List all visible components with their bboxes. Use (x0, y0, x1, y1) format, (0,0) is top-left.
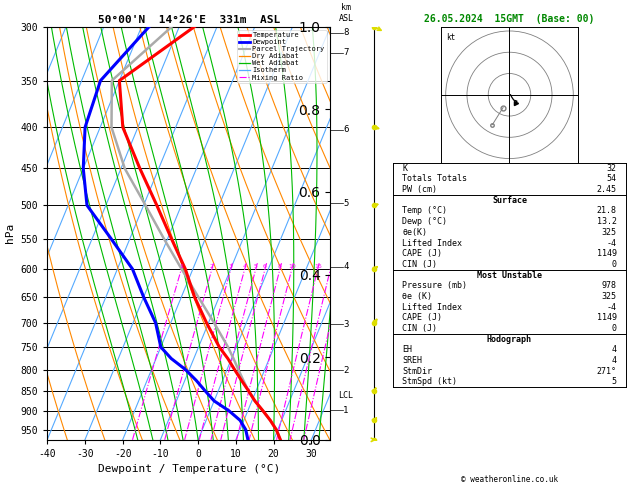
Text: Lifted Index: Lifted Index (403, 239, 462, 247)
Text: 6: 6 (263, 264, 267, 269)
Text: θe(K): θe(K) (403, 228, 428, 237)
Text: 10: 10 (288, 264, 296, 269)
Text: Temp (°C): Temp (°C) (403, 207, 447, 215)
Text: 7: 7 (343, 48, 348, 57)
Text: 325: 325 (601, 292, 616, 301)
Text: 16: 16 (314, 264, 321, 269)
Text: SREH: SREH (403, 356, 423, 365)
Text: 1: 1 (343, 406, 348, 415)
Text: 21.8: 21.8 (596, 207, 616, 215)
Text: θe (K): θe (K) (403, 292, 432, 301)
Text: StmSpd (kt): StmSpd (kt) (403, 378, 457, 386)
Text: 0: 0 (611, 260, 616, 269)
Text: 8: 8 (343, 28, 348, 37)
Text: 54: 54 (606, 174, 616, 183)
Text: 325: 325 (601, 228, 616, 237)
Legend: Temperature, Dewpoint, Parcel Trajectory, Dry Adiabat, Wet Adiabat, Isotherm, Mi: Temperature, Dewpoint, Parcel Trajectory… (237, 30, 326, 83)
Text: CAPE (J): CAPE (J) (403, 313, 442, 322)
Text: 8: 8 (278, 264, 282, 269)
Text: 1149: 1149 (596, 249, 616, 258)
Text: Hodograph: Hodograph (487, 335, 532, 344)
Text: Dewp (°C): Dewp (°C) (403, 217, 447, 226)
Text: 32: 32 (606, 164, 616, 173)
Text: 4: 4 (611, 346, 616, 354)
Text: kt: kt (446, 33, 455, 42)
Text: -4: -4 (606, 303, 616, 312)
Text: 4: 4 (343, 262, 348, 271)
Text: 2: 2 (343, 365, 348, 375)
Text: 978: 978 (601, 281, 616, 290)
Text: 26.05.2024  15GMT  (Base: 00): 26.05.2024 15GMT (Base: 00) (425, 14, 594, 24)
Text: LCL: LCL (338, 391, 353, 400)
Text: © weatheronline.co.uk: © weatheronline.co.uk (461, 474, 558, 484)
Text: EH: EH (403, 346, 413, 354)
Text: Pressure (mb): Pressure (mb) (403, 281, 467, 290)
Text: CAPE (J): CAPE (J) (403, 249, 442, 258)
Text: Surface: Surface (492, 196, 527, 205)
Text: 5: 5 (343, 199, 348, 208)
Text: Most Unstable: Most Unstable (477, 271, 542, 279)
Text: 13.2: 13.2 (596, 217, 616, 226)
Y-axis label: hPa: hPa (5, 223, 15, 243)
Text: 1149: 1149 (596, 313, 616, 322)
Title: 50°00'N  14°26'E  331m  ASL: 50°00'N 14°26'E 331m ASL (97, 15, 280, 25)
X-axis label: Dewpoint / Temperature (°C): Dewpoint / Temperature (°C) (97, 465, 280, 474)
Text: -4: -4 (606, 239, 616, 247)
Text: 0: 0 (611, 324, 616, 333)
Text: CIN (J): CIN (J) (403, 324, 437, 333)
Text: 6: 6 (343, 125, 348, 135)
Text: 1: 1 (179, 264, 183, 269)
Text: 4: 4 (611, 356, 616, 365)
Text: 271°: 271° (596, 367, 616, 376)
Text: 3: 3 (343, 320, 348, 329)
Text: 2.45: 2.45 (596, 185, 616, 194)
Text: K: K (403, 164, 408, 173)
Text: 3: 3 (229, 264, 233, 269)
Text: CIN (J): CIN (J) (403, 260, 437, 269)
Text: 5: 5 (254, 264, 258, 269)
Text: 5: 5 (611, 378, 616, 386)
Text: km
ASL: km ASL (338, 3, 353, 22)
Text: PW (cm): PW (cm) (403, 185, 437, 194)
Text: StmDir: StmDir (403, 367, 432, 376)
Text: Totals Totals: Totals Totals (403, 174, 467, 183)
Text: 4: 4 (243, 264, 247, 269)
Text: 2: 2 (210, 264, 214, 269)
Text: Lifted Index: Lifted Index (403, 303, 462, 312)
